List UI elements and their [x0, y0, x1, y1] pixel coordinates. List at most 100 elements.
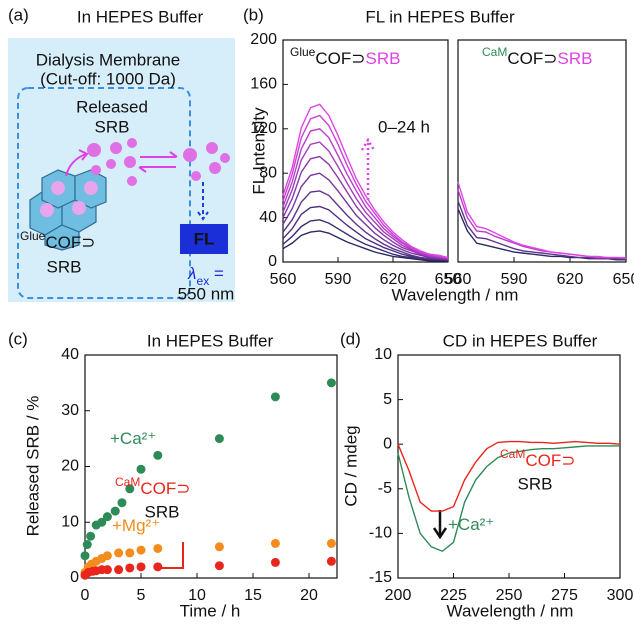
data-point [125, 484, 135, 494]
membrane-label: Dialysis Membrane [36, 50, 181, 69]
x-tick-label: 225 [440, 587, 467, 604]
plot-frame [457, 39, 627, 263]
series-label: +Ca²⁺ [110, 429, 156, 448]
y-tick-label: 0 [268, 253, 277, 270]
x-tick-label: 5 [137, 587, 146, 604]
series-line [282, 219, 449, 262]
y-tick-label: 30 [61, 402, 79, 419]
data-point [125, 548, 135, 558]
data-point [326, 378, 336, 388]
excitation-part: λ [187, 264, 196, 283]
x-tick-label: 650 [613, 271, 634, 288]
series-line [282, 128, 449, 259]
plot-frame [282, 39, 449, 263]
srb-molecules [87, 138, 230, 186]
y-tick-label: 5 [383, 391, 392, 408]
series-line [282, 114, 449, 259]
plot-frame [84, 354, 338, 579]
data-point [110, 506, 120, 516]
series-line [282, 155, 449, 260]
chart-label-part: SRB [557, 49, 592, 68]
label-pointer [160, 542, 184, 569]
data-point [136, 464, 146, 474]
released-srb: SRB [95, 117, 130, 136]
data-point [114, 548, 124, 558]
x-tick-label: 250 [496, 587, 523, 604]
series-line [457, 200, 626, 260]
excitation: λex = [187, 264, 224, 288]
excitation-value: 550 nm [178, 284, 235, 303]
series-line [282, 172, 449, 261]
series-label-part: CaM [115, 475, 140, 489]
chart-title: FL in HEPES Buffer [365, 7, 515, 26]
series-line [282, 230, 448, 262]
series-line [397, 445, 620, 553]
data-point [117, 498, 127, 508]
series-label: +Ca²⁺ [448, 515, 494, 534]
series-label: CaMCOF⊃ [115, 475, 190, 498]
y-tick-label: 10 [61, 513, 79, 530]
series-label-part: +Ca²⁺ [110, 429, 156, 448]
x-tick-label: 200 [385, 587, 412, 604]
series-label-part: CaM [500, 447, 525, 461]
data-point [153, 562, 163, 572]
cof-pores [40, 181, 98, 217]
chart-title: In HEPES Buffer [147, 331, 274, 350]
data-point [102, 512, 112, 522]
chart-label: CaMCOF⊃SRB [482, 45, 592, 68]
chart: CD in HEPES Buffer (d) Wavelength / nm CD /… [340, 329, 633, 620]
y-tick-label: 200 [250, 31, 277, 48]
data-point [136, 545, 146, 555]
fl-box [180, 224, 228, 254]
y-tick-label: 20 [61, 458, 79, 475]
x-tick-label: 275 [551, 587, 578, 604]
series-line [397, 440, 621, 512]
data-point [270, 538, 280, 548]
chart-label-part: Glue [290, 45, 316, 59]
cof-label: GlueCOF⊃ [20, 229, 96, 252]
y-tick-label: 80 [259, 164, 277, 181]
data-point [114, 565, 124, 575]
chart-label-part: CaM [482, 45, 507, 59]
y-tick-label: 0 [70, 569, 79, 586]
y-tick-label: 0 [383, 435, 392, 452]
series-line [282, 190, 449, 261]
y-tick-label: 10 [374, 346, 392, 363]
data-point [153, 450, 163, 460]
emission-arrow [197, 182, 209, 221]
series-label: SRB [518, 474, 553, 493]
x-tick-label: 10 [188, 587, 206, 604]
series-line [457, 208, 626, 261]
ca-arrow [432, 510, 448, 540]
data-point [326, 538, 336, 548]
x-tick-label: 650 [435, 271, 462, 288]
plot-frame [397, 354, 621, 579]
chart-label: GlueCOF⊃SRB [290, 45, 400, 68]
data-point [270, 557, 280, 567]
data-point [80, 551, 90, 561]
y-tick-label: 40 [259, 209, 277, 226]
series-label: SRB [145, 502, 180, 521]
y-axis-label: CD / mdeg [341, 425, 360, 506]
x-tick-label: 620 [380, 271, 407, 288]
series-line [282, 103, 449, 259]
data-point [102, 565, 112, 575]
cof-srb: SRB [47, 257, 82, 276]
fl-label: FL [194, 229, 215, 248]
data-point [214, 561, 224, 571]
y-tick-label: 120 [250, 120, 277, 137]
series-line [457, 189, 627, 260]
data-point [97, 517, 107, 527]
y-axis-label: Released SRB / % [23, 396, 42, 537]
series-label-part: COF⊃ [140, 479, 190, 498]
x-tick-label: 590 [325, 271, 352, 288]
membrane [17, 87, 191, 299]
x-axis-label: Wavelength / nm [447, 601, 574, 620]
chart-label-part: COF⊃ [315, 49, 365, 68]
panel-label: (a) [8, 5, 29, 24]
data-point [82, 540, 92, 550]
chart: In HEPES Buffer (c) Time / h Released SRB /… [8, 329, 338, 620]
time-arrow [360, 137, 376, 200]
